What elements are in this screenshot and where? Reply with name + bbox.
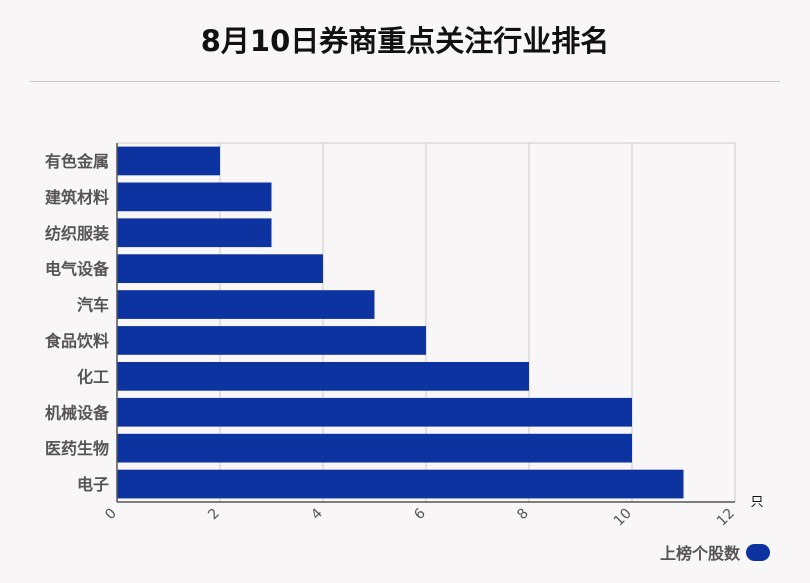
bar[interactable] — [117, 146, 220, 176]
bar[interactable] — [117, 397, 632, 427]
axes — [116, 143, 735, 503]
legend-swatch — [746, 543, 770, 561]
category-label: 纺织服装 — [45, 224, 109, 243]
bars — [117, 146, 684, 499]
title-divider — [30, 81, 780, 82]
legend[interactable]: 上榜个股数 — [660, 540, 770, 564]
category-label: 有色金属 — [45, 152, 109, 171]
category-label: 建筑材料 — [45, 188, 109, 207]
bar[interactable] — [117, 433, 632, 463]
chart-title: 8月10日券商重点关注行业排名 — [200, 24, 610, 58]
category-label: 汽车 — [77, 296, 109, 315]
bar[interactable] — [117, 361, 529, 391]
bar[interactable] — [117, 469, 684, 499]
bar[interactable] — [117, 254, 323, 284]
x-unit-label: 只 — [750, 495, 763, 510]
bar[interactable] — [117, 218, 272, 248]
bar[interactable] — [117, 290, 375, 319]
category-label: 电子 — [77, 475, 109, 494]
legend-label: 上榜个股数 — [659, 544, 740, 563]
category-label: 医药生物 — [45, 439, 109, 458]
category-label: 化工 — [77, 367, 109, 386]
category-label: 电气设备 — [45, 260, 110, 279]
x-tick-label: 4 — [308, 505, 326, 523]
category-label: 食品饮料 — [44, 331, 109, 350]
x-tick-label: 2 — [205, 506, 223, 524]
x-tick-label: 8 — [514, 506, 532, 524]
x-tick-label: 0 — [102, 506, 120, 524]
x-tick-label: 12 — [714, 506, 738, 530]
category-label: 机械设备 — [45, 403, 110, 422]
bar[interactable] — [117, 182, 272, 212]
bar[interactable] — [117, 326, 426, 355]
x-tick-label: 6 — [411, 505, 429, 523]
x-tick-labels: 0 2 4 6 8 10 12 — [102, 505, 738, 529]
x-tick-label: 10 — [611, 506, 635, 530]
